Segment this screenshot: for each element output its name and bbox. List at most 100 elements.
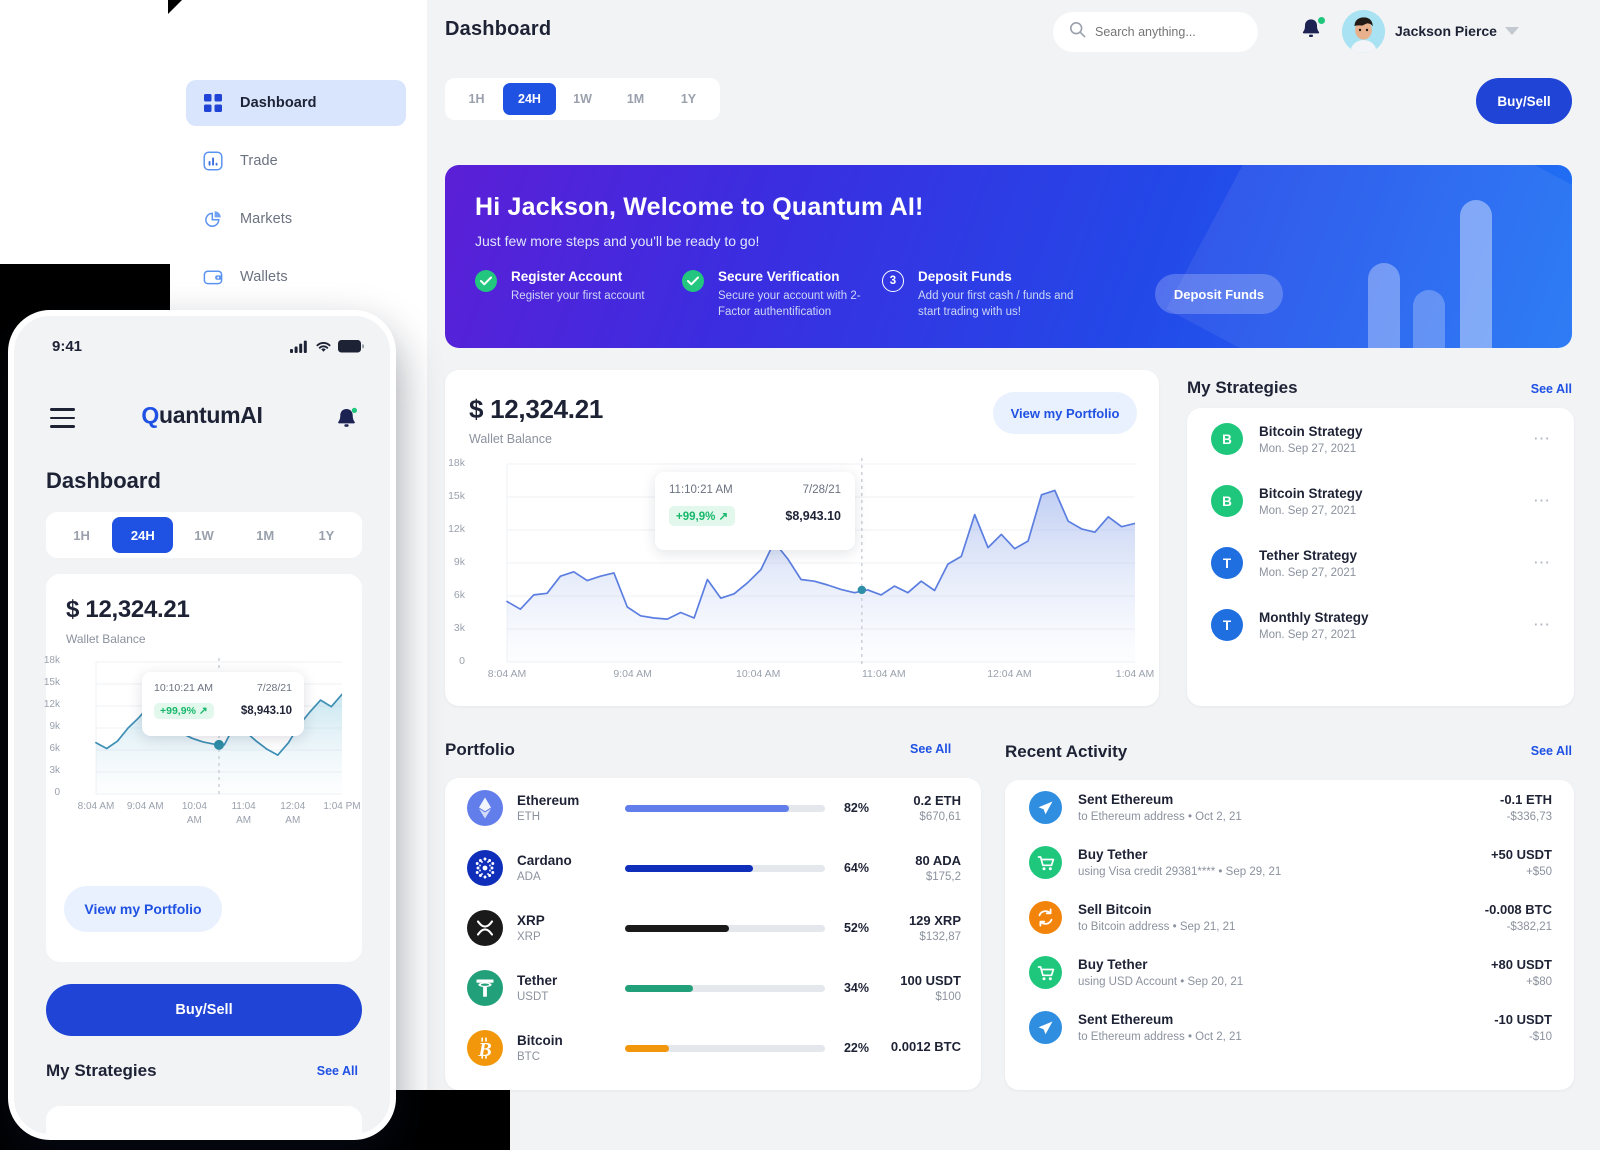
deposit-funds-button[interactable]: Deposit Funds xyxy=(1155,274,1283,314)
cellular-icon xyxy=(290,340,309,358)
mobile-strategies-card xyxy=(46,1106,362,1134)
coin-fiat: $175,2 xyxy=(925,871,961,883)
chart-tooltip: 11:10:21 AM 7/28/21 +99,9% ↗ $8,943.10 xyxy=(655,472,855,550)
portfolio-row[interactable]: Ethereum ETH 82% 0.2 ETH $670,61 xyxy=(445,778,981,838)
chevron-down-icon[interactable] xyxy=(1505,27,1519,35)
mobile-buy-sell-button[interactable]: Buy/Sell xyxy=(46,984,362,1036)
step-register-account[interactable]: Register Account Register your first acc… xyxy=(475,269,682,320)
strategy-more-icon[interactable]: ⋯ xyxy=(1533,615,1552,634)
activity-fiat: +$50 xyxy=(1526,866,1552,878)
coin-name: Cardano xyxy=(517,853,572,868)
activity-fiat: -$382,21 xyxy=(1506,921,1552,933)
activity-row[interactable]: Buy Tether using Visa credit 29381**** •… xyxy=(1005,835,1574,890)
strategy-row[interactable]: B Bitcoin Strategy Mon. Sep 27, 2021 ⋯ xyxy=(1187,408,1574,470)
portfolio-see-all[interactable]: See All xyxy=(910,742,952,756)
activity-row[interactable]: Buy Tether using USD Account • Sep 20, 2… xyxy=(1005,945,1574,1000)
sidebar-item-label: Wallets xyxy=(240,269,288,285)
step-desc: Add your first cash / funds and start tr… xyxy=(918,290,1074,318)
activity-detail: to Ethereum address • Oct 2, 21 xyxy=(1078,1031,1242,1043)
x-tick: 11:04 AM xyxy=(231,801,256,826)
x-tick: 1:04 AM xyxy=(1115,668,1155,680)
sidebar-item-markets[interactable]: Markets xyxy=(186,196,406,242)
strategy-name: Bitcoin Strategy xyxy=(1259,485,1363,501)
coin-amount: 0.0012 BTC xyxy=(890,1039,961,1054)
activity-row[interactable]: Sent Ethereum to Ethereum address • Oct … xyxy=(1005,1000,1574,1055)
mobile-tab-1w[interactable]: 1W xyxy=(194,527,214,543)
allocation-bar xyxy=(625,1044,825,1052)
y-tick: 9k xyxy=(49,721,60,732)
view-portfolio-button[interactable]: View my Portfolio xyxy=(993,392,1137,434)
portfolio-row[interactable]: Cardano ADA 64% 80 ADA $175,2 xyxy=(445,838,981,898)
range-tabs: 1H 24H 1W 1M 1Y xyxy=(445,78,720,120)
strategy-date: Mon. Sep 27, 2021 xyxy=(1259,504,1357,517)
menu-icon[interactable] xyxy=(50,408,75,434)
activity-card: Sent Ethereum to Ethereum address • Oct … xyxy=(1005,780,1574,1090)
coin-fiat: $670,61 xyxy=(919,811,961,823)
notification-bell-icon[interactable] xyxy=(1300,17,1325,43)
activity-title: Sent Ethereum xyxy=(1078,792,1174,807)
strategies-see-all[interactable]: See All xyxy=(1530,382,1572,396)
buy-sell-button[interactable]: Buy/Sell xyxy=(1476,78,1572,124)
activity-amount: -10 USDT xyxy=(1494,1012,1552,1027)
tab-1w[interactable]: 1W xyxy=(573,92,592,106)
avatar[interactable] xyxy=(1342,10,1385,53)
mobile-view-portfolio-button[interactable]: View my Portfolio xyxy=(64,886,222,932)
x-tick: 10:04 AM xyxy=(736,668,781,680)
sidebar-item-dashboard[interactable]: Dashboard xyxy=(186,80,406,126)
welcome-banner: Hi Jackson, Welcome to Quantum AI! Just … xyxy=(445,165,1572,348)
activity-row[interactable]: Sent Ethereum to Ethereum address • Oct … xyxy=(1005,780,1574,835)
activity-see-all[interactable]: See All xyxy=(1530,744,1572,758)
portfolio-row[interactable]: XRP XRP 52% 129 XRP $132,87 xyxy=(445,898,981,958)
coin-fiat: $132,87 xyxy=(919,931,961,943)
portfolio-card: Ethereum ETH 82% 0.2 ETH $670,61 Cardano… xyxy=(445,778,981,1090)
sidebar-item-label: Trade xyxy=(240,153,278,169)
bitcoin-icon: B xyxy=(467,1030,503,1066)
search-box[interactable] xyxy=(1053,12,1258,52)
tab-24h[interactable]: 24H xyxy=(503,83,556,115)
mobile-page-title: Dashboard xyxy=(46,468,161,493)
wallet-balance-label: Wallet Balance xyxy=(469,432,552,446)
x-tick: 10:04 AM xyxy=(181,801,207,826)
tab-1y[interactable]: 1Y xyxy=(680,92,697,106)
wifi-icon xyxy=(315,340,332,358)
mobile-tab-24h[interactable]: 24H xyxy=(112,517,174,553)
activity-row[interactable]: Sell Bitcoin to Bitcoin address • Sep 21… xyxy=(1005,890,1574,945)
battery-icon xyxy=(338,340,364,358)
step-deposit-funds[interactable]: 3 Deposit Funds Add your first cash / fu… xyxy=(882,269,1089,320)
mobile-status-bar: 9:41 xyxy=(14,338,390,364)
strategy-more-icon[interactable]: ⋯ xyxy=(1533,553,1552,572)
mobile-tab-1m[interactable]: 1M xyxy=(256,527,275,543)
strategy-row[interactable]: B Bitcoin Strategy Mon. Sep 27, 2021 ⋯ xyxy=(1187,470,1574,532)
activity-detail: to Ethereum address • Oct 2, 21 xyxy=(1078,811,1242,823)
portfolio-row[interactable]: Tether USDT 34% 100 USDT $100 xyxy=(445,958,981,1018)
search-input[interactable] xyxy=(1095,25,1242,39)
strategy-more-icon[interactable]: ⋯ xyxy=(1533,429,1552,448)
sidebar-item-wallets[interactable]: Wallets xyxy=(186,254,406,300)
x-tick: 8:04 AM xyxy=(487,668,527,680)
strategy-row[interactable]: T Monthly Strategy Mon. Sep 27, 2021 ⋯ xyxy=(1187,594,1574,656)
tab-1m[interactable]: 1M xyxy=(626,92,645,106)
strategy-more-icon[interactable]: ⋯ xyxy=(1533,491,1552,510)
sidebar-item-trade[interactable]: Trade xyxy=(186,138,406,184)
tooltip-change: +99,9% ↗ xyxy=(669,506,736,526)
coin-amount: 129 XRP xyxy=(908,913,961,928)
portfolio-row[interactable]: B Bitcoin BTC 22% 0.0012 BTC xyxy=(445,1018,981,1078)
mobile-strategies-see-all[interactable]: See All xyxy=(316,1064,358,1078)
mobile-notification-bell-icon[interactable] xyxy=(335,406,358,431)
step-title: Deposit Funds xyxy=(918,269,1012,284)
mobile-tab-1y[interactable]: 1Y xyxy=(318,527,335,543)
strategy-row[interactable]: T Tether Strategy Mon. Sep 27, 2021 ⋯ xyxy=(1187,532,1574,594)
tab-1h[interactable]: 1H xyxy=(468,92,485,106)
send-icon xyxy=(1029,1011,1062,1044)
step-title: Secure Verification xyxy=(718,269,840,284)
check-icon xyxy=(475,270,497,292)
xrp-icon xyxy=(467,910,503,946)
wallet-balance-value: $ 12,324.21 xyxy=(469,394,604,424)
bar-chart-icon xyxy=(202,150,224,172)
mobile-tab-1h[interactable]: 1H xyxy=(73,527,90,543)
step-secure-verification[interactable]: Secure Verification Secure your account … xyxy=(682,269,882,320)
mobile-tooltip-change: +99,9% ↗ xyxy=(154,703,214,719)
y-tick: 18k xyxy=(43,655,60,666)
step-number-badge: 3 xyxy=(882,270,904,292)
